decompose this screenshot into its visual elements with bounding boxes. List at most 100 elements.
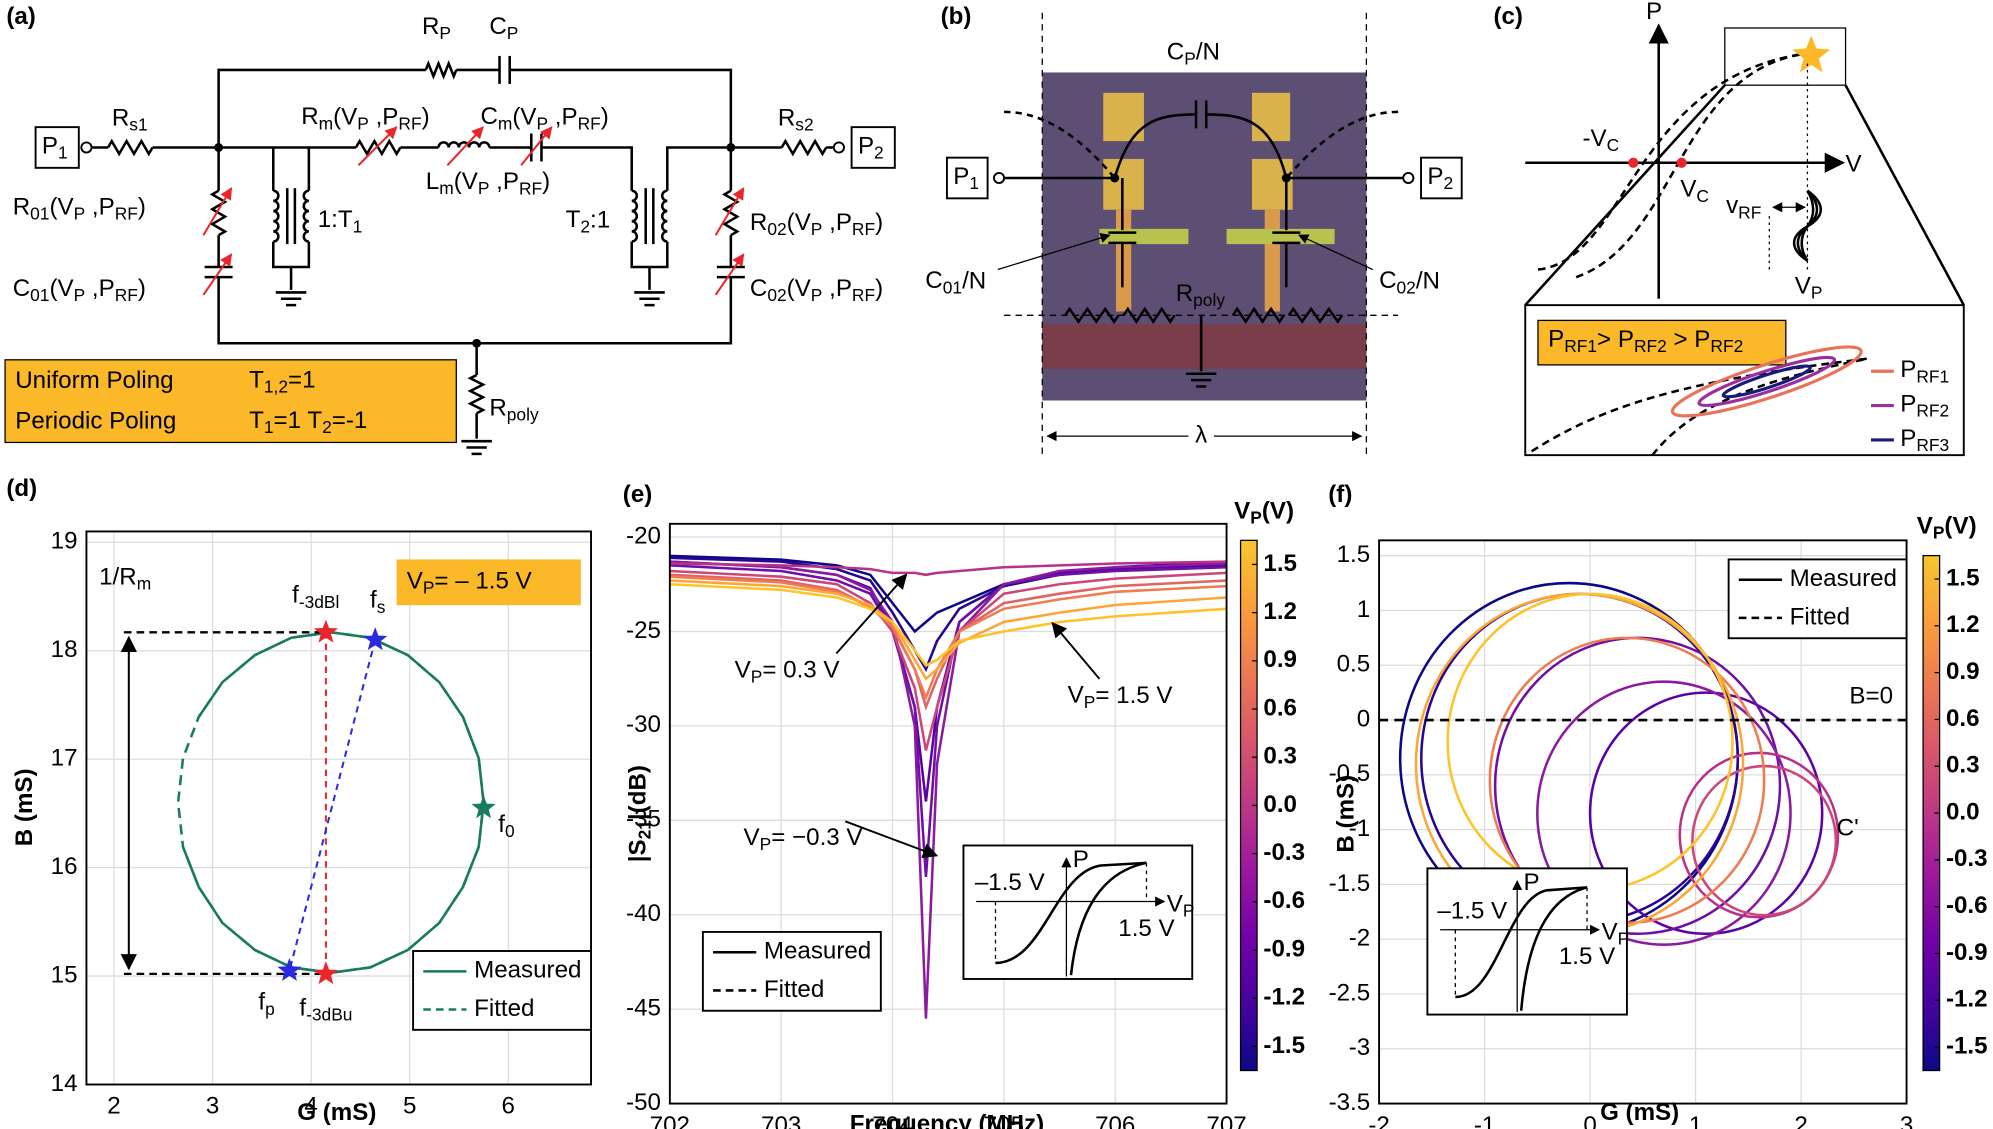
subscript: P: [537, 113, 549, 133]
text-part: P: [42, 133, 58, 160]
resistor: [354, 138, 402, 157]
colorbar-label: -0.9: [1946, 939, 1988, 966]
text-part: /N: [1196, 39, 1220, 66]
plot-frame: [668, 522, 1228, 1105]
poling-box: [4, 359, 457, 444]
port: [832, 141, 845, 154]
subscript: P: [751, 666, 763, 686]
colorbar-label: -0.3: [1263, 839, 1305, 866]
subscript: poly: [1193, 290, 1225, 310]
wire: [1113, 113, 1197, 179]
colorbar-title: VP(V): [1917, 513, 1977, 542]
annotation: VP= 0.3 V: [735, 657, 840, 686]
y-tick-label: 1: [1357, 596, 1370, 623]
resistor: [106, 138, 154, 157]
subscript: 02: [767, 285, 786, 305]
colorbar-label: 1.5: [1946, 564, 1980, 591]
tuning-arrow: [202, 253, 233, 296]
y-tick-label: 15: [51, 961, 78, 988]
subscript: P: [1184, 48, 1196, 68]
text-part: P: [858, 133, 874, 160]
text-part: f: [292, 582, 299, 609]
y-tick-label: -2: [1349, 925, 1370, 952]
y-tick-label: -1: [1349, 815, 1370, 842]
inset: [1426, 867, 1628, 1016]
legend-label: Measured: [1790, 565, 1897, 592]
inset-label: P: [1524, 869, 1540, 896]
text-part: C: [925, 268, 942, 295]
plot-area: [669, 523, 1227, 1104]
label: -VC: [1582, 125, 1619, 154]
loop: [1537, 52, 1808, 271]
zoom-box: [1724, 27, 1847, 86]
text-part: > P: [1597, 326, 1634, 353]
text-part: ): [138, 194, 146, 221]
subscript: s: [377, 596, 386, 616]
text-part: -V: [1582, 125, 1606, 152]
pointer: [1298, 234, 1373, 271]
wire: [217, 277, 733, 345]
port-box: [1420, 156, 1463, 200]
panel-label: (e): [623, 481, 653, 508]
legend-label: PRF3: [1900, 425, 1949, 454]
subscript: p: [265, 998, 275, 1018]
text-part: :1: [590, 207, 610, 234]
operating-point: [1792, 35, 1831, 73]
text-part: C: [1379, 268, 1396, 295]
y-axis-label: B (mS): [1333, 775, 1360, 853]
loop: [1588, 691, 1824, 935]
y-tick-label: 14: [51, 1070, 78, 1097]
marker-star: [363, 627, 388, 651]
tuning-arrow: [714, 253, 745, 296]
subscript: RF: [852, 285, 875, 305]
text-part: L: [426, 168, 439, 195]
subscript: RF3: [1916, 435, 1949, 455]
subscript: 0: [505, 820, 515, 840]
node: [214, 143, 224, 152]
text-part: /N: [962, 268, 986, 295]
colorbar-label: 0.0: [1946, 798, 1980, 825]
y-tick-label: -50: [626, 1089, 661, 1116]
text-part: ,P: [822, 209, 852, 236]
rf-loop: [1721, 364, 1812, 399]
legend: [701, 930, 882, 1012]
label: V: [1846, 151, 1862, 178]
text-part: (V): [1944, 513, 1976, 540]
text-part: C: [480, 104, 497, 131]
y-tick-label: 17: [51, 745, 78, 772]
resistor: [209, 189, 228, 237]
series-line: [669, 564, 1227, 878]
legend-label: Fitted: [1790, 603, 1850, 630]
text-part: P: [1900, 391, 1916, 418]
plot-frame: [1378, 539, 1908, 1105]
label: P: [1646, 0, 1662, 25]
annotation: 1/Rm: [99, 564, 151, 593]
subscript: RF: [1738, 202, 1761, 222]
x-tick-label: 4: [304, 1093, 317, 1120]
subscript: RF: [115, 285, 138, 305]
rf-loop: [1670, 345, 1863, 418]
text-part: = 1.5 V: [1095, 682, 1172, 709]
series-line: [669, 573, 1227, 711]
resistor: [467, 373, 486, 415]
text-part: (V: [454, 169, 478, 196]
tuning-arrow: [520, 126, 553, 166]
y-tick-label: -3: [1349, 1034, 1370, 1061]
text-part: f: [370, 587, 377, 614]
text-part: T: [249, 367, 264, 394]
y-tick-label: -45: [626, 995, 661, 1022]
text-part: (V): [1262, 498, 1294, 525]
x-axis-label: G (mS): [297, 1099, 376, 1126]
tuning-arrow: [714, 187, 745, 236]
series-line: [669, 569, 1227, 751]
label: VC: [1680, 176, 1709, 205]
subscript: P: [478, 178, 490, 198]
y-axis-label: B (mS): [11, 768, 38, 846]
colorbar-label: 0.3: [1263, 743, 1297, 770]
series-line: [669, 579, 1227, 681]
label: C02/N: [1379, 268, 1440, 297]
text-part: ,P: [85, 275, 115, 302]
subscript: P: [1084, 691, 1096, 711]
subscript: 01: [943, 277, 962, 297]
subscript: P: [1811, 282, 1823, 302]
